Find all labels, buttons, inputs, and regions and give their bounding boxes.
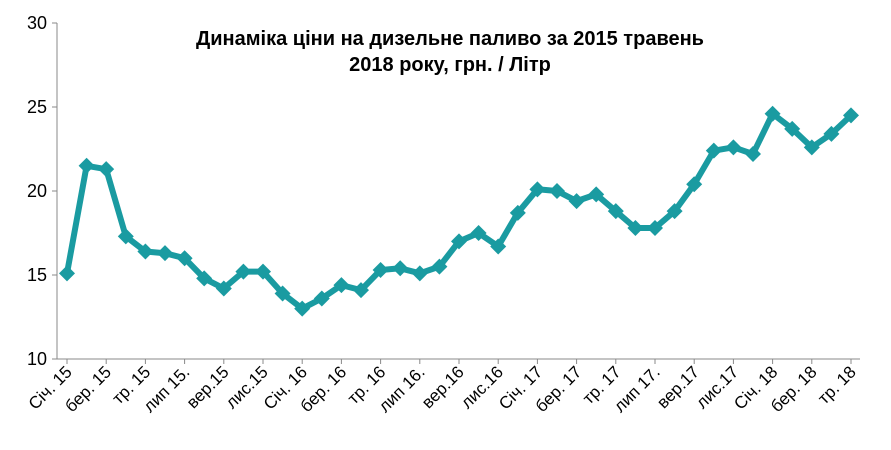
y-tick-label: 20 (27, 181, 47, 201)
data-point-marker (764, 105, 781, 122)
data-point-marker (705, 142, 722, 159)
data-point-marker (157, 245, 173, 262)
y-tick-label: 30 (27, 13, 47, 33)
data-point-marker (451, 233, 467, 250)
data-point-marker (78, 157, 95, 174)
data-point-marker (725, 139, 742, 156)
data-point-marker (568, 193, 585, 210)
data-point-marker (647, 219, 663, 236)
data-point-marker (529, 181, 546, 198)
data-point-marker (627, 219, 644, 236)
data-point-marker (607, 203, 624, 220)
data-point-marker (745, 146, 761, 163)
data-point-marker (823, 125, 840, 142)
y-tick-label: 15 (27, 265, 47, 285)
x-tick-label: вер.16 (418, 362, 468, 412)
data-point-marker (196, 270, 213, 287)
data-point-marker (235, 263, 252, 280)
x-tick-label: тр. 18 (814, 362, 860, 408)
data-point-marker (392, 260, 409, 277)
y-tick-label: 25 (27, 97, 47, 117)
x-tick-label: вер.15 (183, 362, 233, 412)
data-point-marker (666, 203, 683, 220)
data-point-marker (176, 250, 193, 267)
data-point-marker (59, 265, 75, 282)
y-tick-labels: 10 15 20 25 30 (27, 13, 47, 369)
data-point-marker (255, 263, 271, 280)
data-point-marker (274, 285, 291, 302)
data-point-marker (843, 107, 859, 124)
data-point-marker (137, 243, 154, 260)
y-tick-label: 10 (27, 349, 47, 369)
data-point-marker (98, 161, 115, 178)
axes (52, 22, 860, 364)
data-point-marker (353, 282, 369, 299)
data-point-marker (333, 277, 350, 294)
data-point-marker (588, 186, 605, 203)
series-markers (59, 105, 859, 317)
data-point-marker (294, 300, 311, 317)
data-point-marker (549, 183, 565, 199)
data-point-marker (509, 204, 526, 221)
data-point-marker (803, 139, 820, 156)
data-point-marker (490, 238, 507, 255)
data-point-marker (372, 261, 389, 278)
data-point-marker (784, 120, 801, 137)
chart-title-line-1: Динаміка ціни на дизельне паливо за 2015… (196, 28, 704, 50)
data-point-marker (313, 290, 330, 307)
chart-title-line-2: 2018 року, грн. / Літр (349, 54, 551, 76)
data-point-marker (470, 225, 487, 241)
data-point-marker (686, 176, 703, 193)
x-tick-label: вер.17 (653, 362, 703, 412)
data-point-marker (215, 280, 232, 297)
data-point-marker (117, 228, 134, 245)
data-point-marker (411, 265, 428, 282)
data-point-marker (431, 258, 448, 275)
